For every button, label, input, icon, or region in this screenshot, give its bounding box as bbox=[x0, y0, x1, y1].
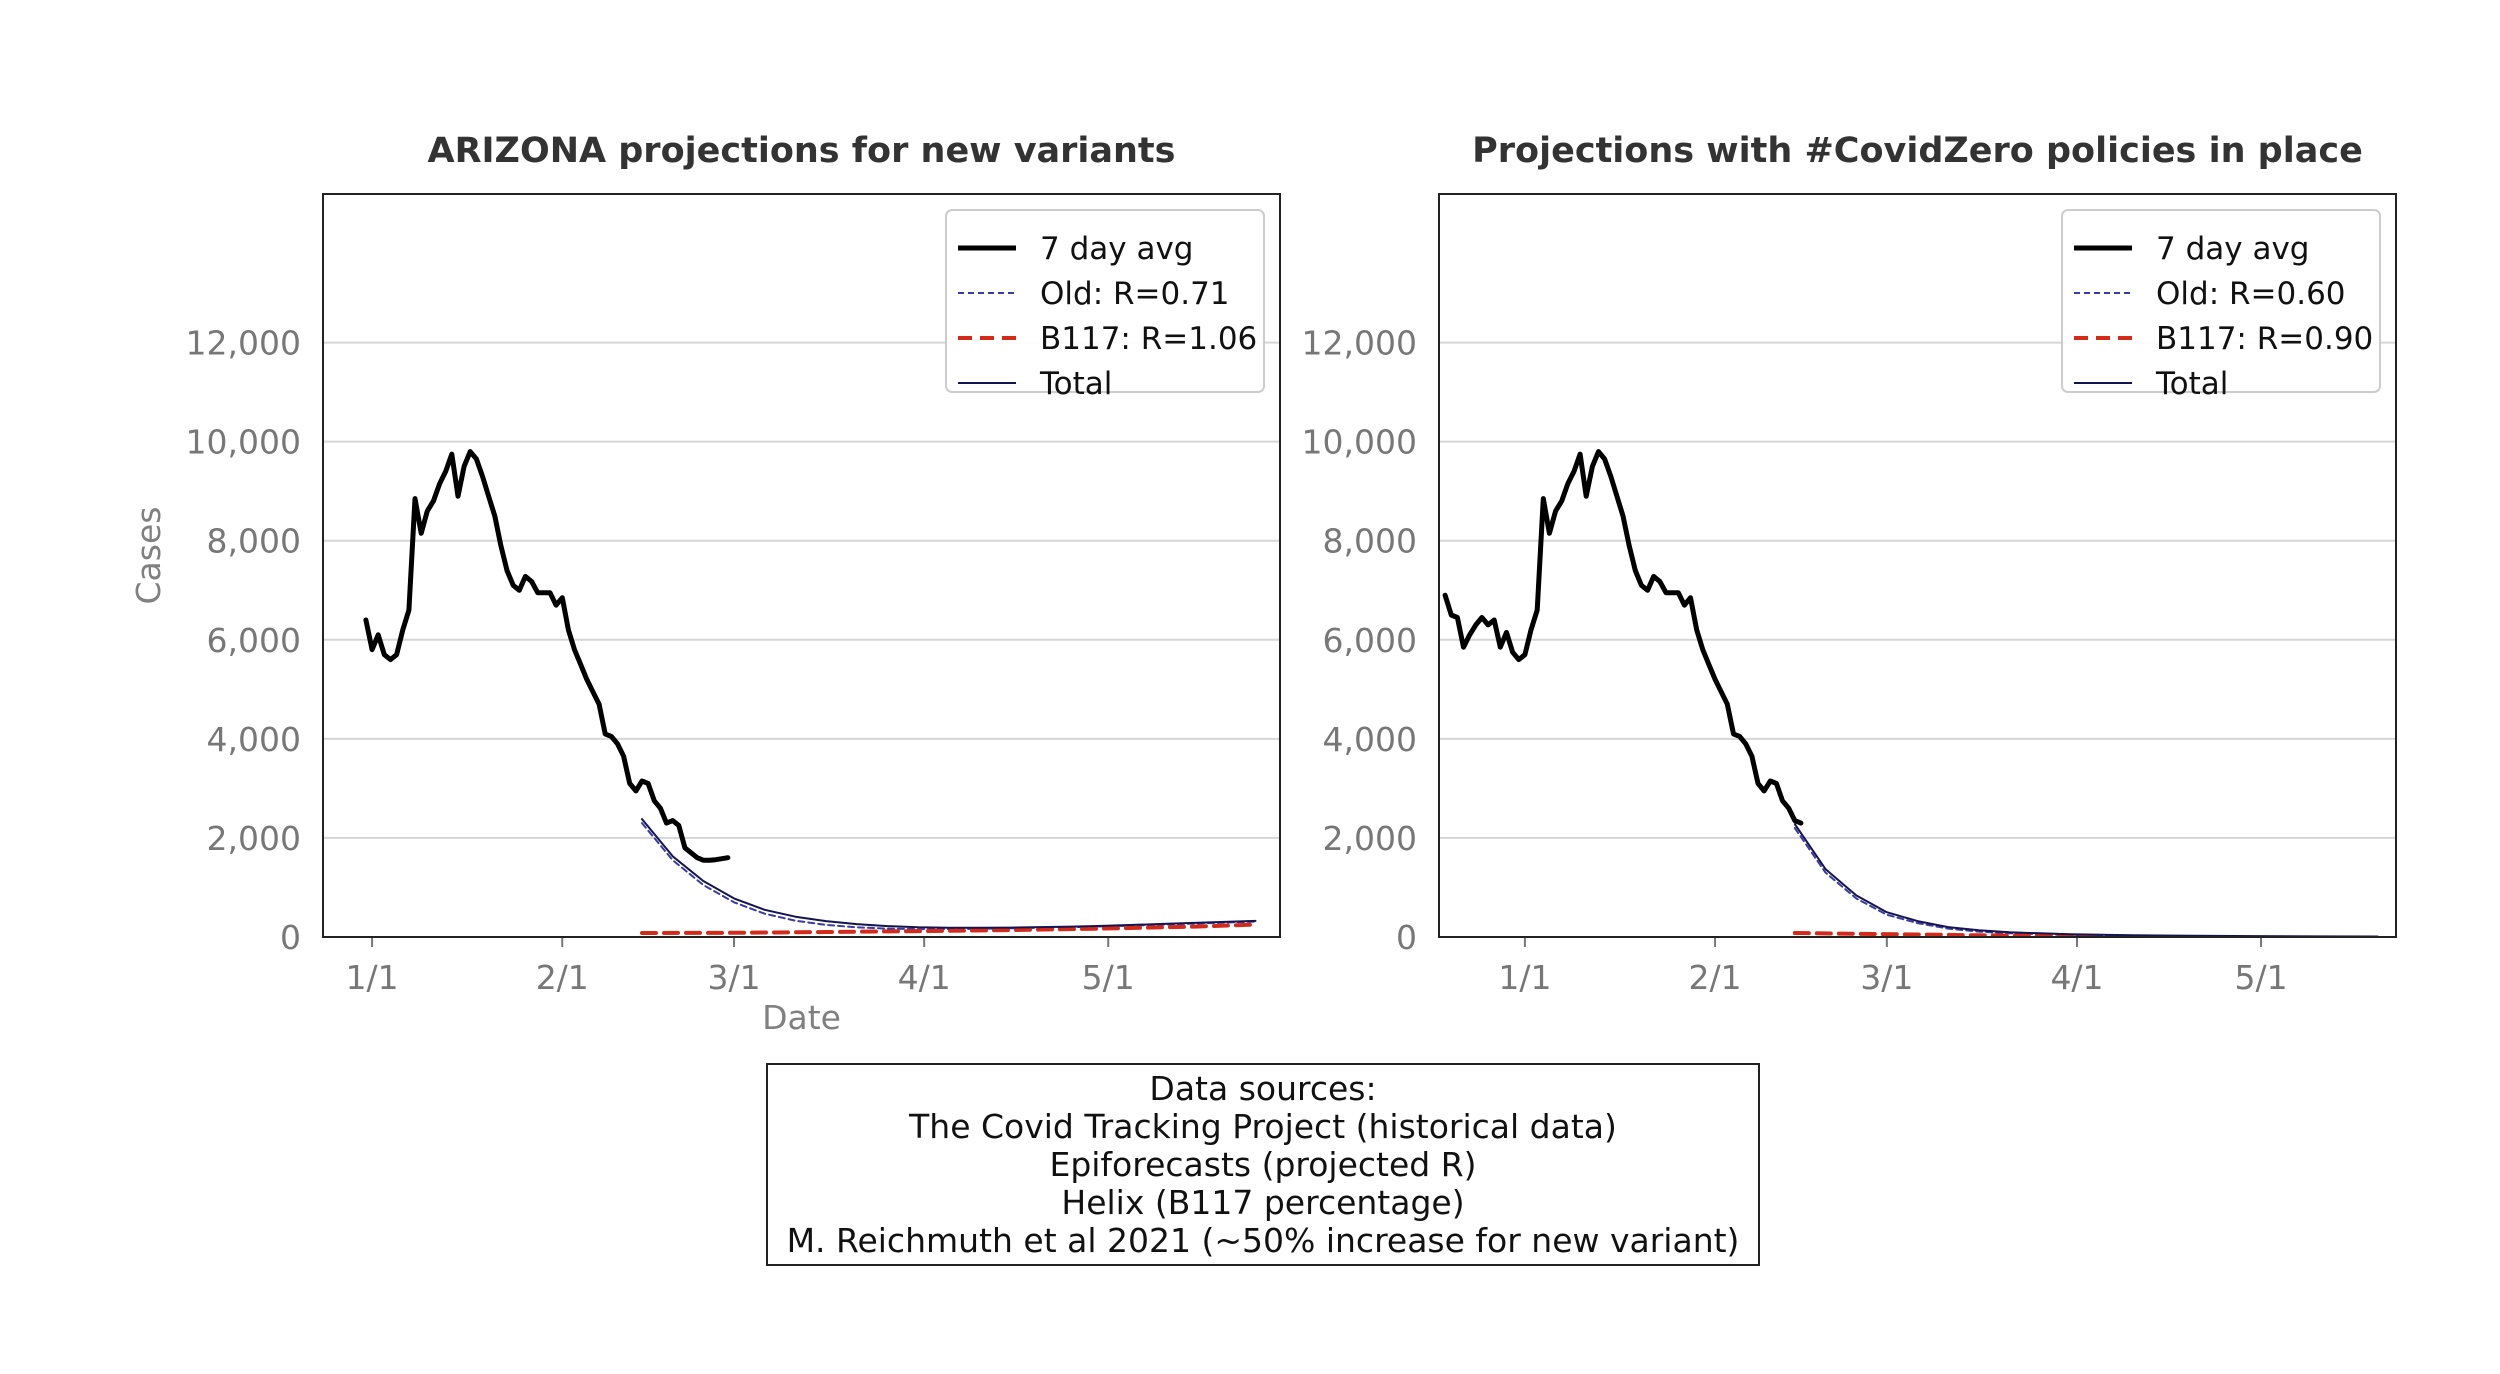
legend-label: Total bbox=[2155, 366, 2228, 402]
y-tick-label: 2,000 bbox=[1323, 819, 1417, 858]
y-tick-label: 12,000 bbox=[1302, 324, 1417, 363]
sources-heading: Data sources: bbox=[1149, 1068, 1377, 1108]
legend-label: B117: R=0.90 bbox=[2156, 321, 2373, 357]
legend-frame bbox=[945, 209, 1265, 393]
y-tick-label: 0 bbox=[1396, 918, 1417, 957]
legend: 7 day avg Old: R=0.60 B117: R=0.90 Total bbox=[2061, 209, 2381, 402]
plot-frame bbox=[1438, 193, 2397, 938]
y-tick-label: 6,000 bbox=[207, 621, 301, 660]
x-tick-label: 5/1 bbox=[1082, 958, 1135, 997]
legend-label: Total bbox=[1039, 366, 1112, 402]
legend-label: Old: R=0.60 bbox=[2156, 276, 2346, 312]
x-tick-label: 3/1 bbox=[1860, 958, 1913, 997]
source-covid-tracking: The Covid Tracking Project (historical d… bbox=[909, 1106, 1617, 1146]
source-reichmuth: M. Reichmuth et al 2021 (~50% increase f… bbox=[786, 1220, 1740, 1260]
y-tick-label: 4,000 bbox=[1323, 720, 1417, 759]
series-line-total bbox=[641, 818, 1257, 929]
y-tick-label: 8,000 bbox=[1323, 522, 1417, 561]
source-helix: Helix (B117 percentage) bbox=[1061, 1182, 1465, 1222]
x-tick-label: 4/1 bbox=[898, 958, 951, 997]
series-line-b117 bbox=[1792, 931, 2104, 937]
x-tick-label: 1/1 bbox=[1498, 958, 1551, 997]
series-line-observed bbox=[363, 449, 731, 863]
series-line-total bbox=[1793, 823, 2379, 937]
legend-label: 7 day avg bbox=[1040, 231, 1193, 267]
y-tick-label: 12,000 bbox=[186, 324, 301, 363]
y-tick-label: 4,000 bbox=[207, 720, 301, 759]
legend-frame bbox=[2061, 209, 2381, 393]
y-tick-label: 6,000 bbox=[1323, 621, 1417, 660]
y-tick-label: 10,000 bbox=[1302, 423, 1417, 462]
legend-label: B117: R=1.06 bbox=[1040, 321, 1257, 357]
y-tick-label: 8,000 bbox=[207, 522, 301, 561]
legend: 7 day avg Old: R=0.71 B117: R=1.06 Total bbox=[945, 209, 1265, 402]
legend-label: 7 day avg bbox=[2156, 231, 2309, 267]
x-tick-label: 2/1 bbox=[1689, 958, 1742, 997]
series-line-old bbox=[641, 822, 1257, 931]
x-axis-label: Date bbox=[762, 998, 841, 1037]
source-epiforecasts: Epiforecasts (projected R) bbox=[1049, 1144, 1477, 1184]
plot-frame bbox=[322, 193, 1281, 938]
data-sources-box: Data sources: The Covid Tracking Project… bbox=[766, 1063, 1760, 1266]
series-line-b117 bbox=[640, 922, 1258, 935]
chart-panel-2: 0 2,000 4,000 6,000 8,000 10,000 12,000 1/1 2/1 3… bbox=[1302, 131, 2397, 997]
y-axis-label: Cases bbox=[129, 507, 168, 605]
x-tick-label: 3/1 bbox=[707, 958, 760, 997]
chart-panel-1: 0 2,000 4,000 6,000 8,000 10,000 12,000 1/1 2/1 3… bbox=[129, 131, 1281, 1037]
legend-label: Old: R=0.71 bbox=[1040, 276, 1230, 312]
x-tick-label: 2/1 bbox=[536, 958, 589, 997]
chart-title: Projections with #CovidZero policies in … bbox=[1472, 131, 2363, 171]
series-line-observed bbox=[1442, 449, 1804, 826]
series-line-old bbox=[1793, 827, 2379, 937]
y-tick-label: 10,000 bbox=[186, 423, 301, 462]
y-tick-label: 2,000 bbox=[207, 819, 301, 858]
x-tick-label: 1/1 bbox=[346, 958, 399, 997]
x-tick-label: 4/1 bbox=[2050, 958, 2103, 997]
x-tick-label: 5/1 bbox=[2234, 958, 2287, 997]
chart-title: ARIZONA projections for new variants bbox=[428, 131, 1176, 171]
y-tick-label: 0 bbox=[280, 918, 301, 957]
